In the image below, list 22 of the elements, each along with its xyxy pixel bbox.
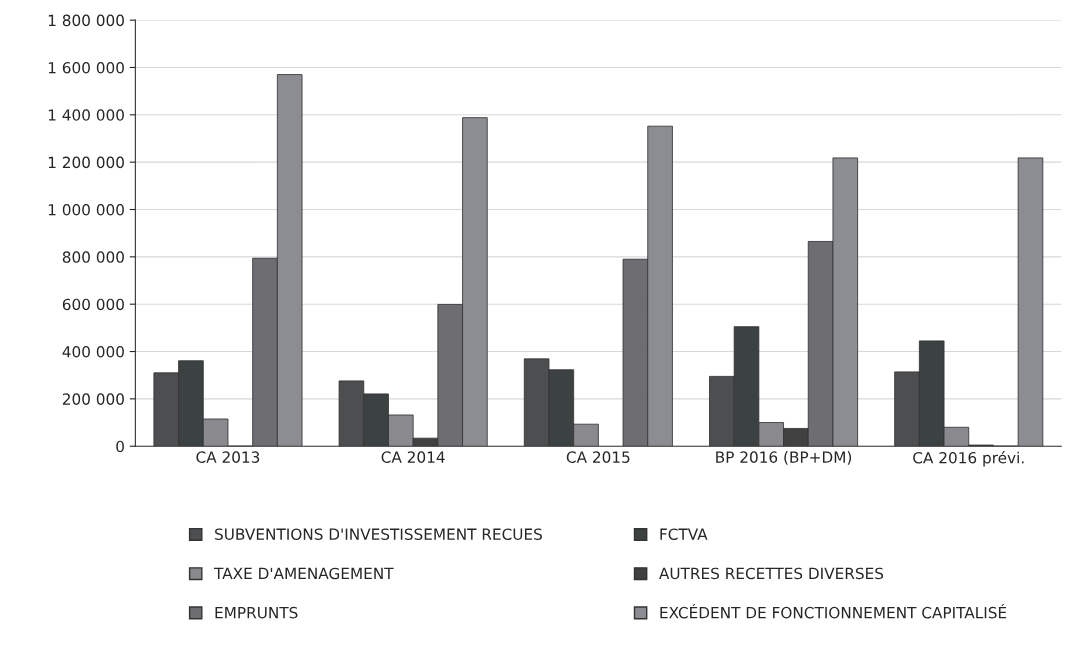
legend-label: EMPRUNTS	[215, 606, 298, 619]
legend-label: SUBVENTIONS D'INVESTISSEMENT RECUES	[215, 528, 542, 540]
y-tick-label: 1 400 000	[48, 109, 124, 121]
x-tick-label: CA 2015	[566, 451, 630, 463]
legend-label: EXCÉDENT DE FONCTIONNEMENT CAPITALISÉ	[660, 604, 1007, 619]
legend-label: FCTVA	[660, 528, 708, 540]
x-tick-label: CA 2014	[381, 451, 445, 463]
x-tick-label: CA 2016 prévi.	[913, 451, 1024, 467]
y-tick-label: 600 000	[62, 298, 124, 311]
y-tick-label: 800 000	[62, 251, 124, 263]
y-tick-label: 1 000 000	[48, 203, 124, 216]
y-tick-label: 200 000	[62, 393, 124, 405]
y-tick-label: 400 000	[62, 345, 124, 358]
y-tick-label: 1 200 000	[48, 156, 124, 169]
legend-label: AUTRES RECETTES DIVERSES	[659, 567, 884, 580]
y-tick-label: 1 600 000	[48, 61, 124, 74]
x-tick-label: CA 2013	[196, 451, 260, 463]
y-tick-label: 1 800 000	[48, 14, 124, 27]
bar	[1017, 157, 1044, 447]
x-tick-label: BP 2016 (BP+DM)	[716, 451, 852, 465]
y-tick-label: 0	[116, 440, 124, 453]
legend-label: TAXE D'AMENAGEMENT	[213, 567, 394, 580]
